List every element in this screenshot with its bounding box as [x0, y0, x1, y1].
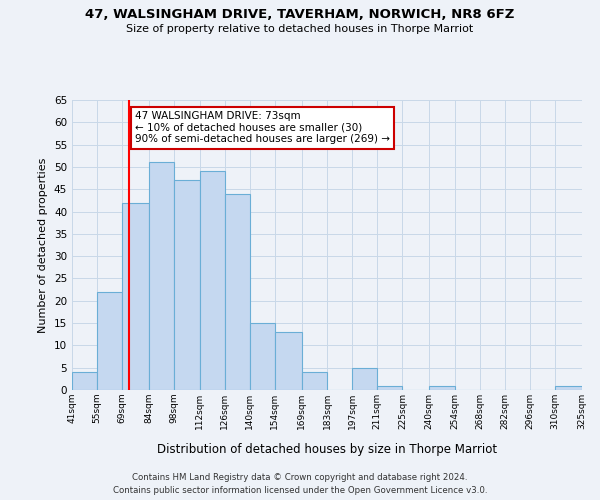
Bar — [302, 372, 327, 390]
Bar — [97, 292, 122, 390]
Bar — [224, 194, 250, 390]
Text: Contains public sector information licensed under the Open Government Licence v3: Contains public sector information licen… — [113, 486, 487, 495]
Bar — [250, 323, 275, 390]
Text: Size of property relative to detached houses in Thorpe Marriot: Size of property relative to detached ho… — [127, 24, 473, 34]
Bar — [377, 386, 403, 390]
Bar — [72, 372, 97, 390]
Bar — [199, 172, 224, 390]
Bar — [175, 180, 199, 390]
Y-axis label: Number of detached properties: Number of detached properties — [38, 158, 49, 332]
Text: 47 WALSINGHAM DRIVE: 73sqm
← 10% of detached houses are smaller (30)
90% of semi: 47 WALSINGHAM DRIVE: 73sqm ← 10% of deta… — [135, 111, 390, 144]
Bar — [275, 332, 302, 390]
Bar — [122, 202, 149, 390]
Bar — [430, 386, 455, 390]
Text: 47, WALSINGHAM DRIVE, TAVERHAM, NORWICH, NR8 6FZ: 47, WALSINGHAM DRIVE, TAVERHAM, NORWICH,… — [85, 8, 515, 20]
Text: Distribution of detached houses by size in Thorpe Marriot: Distribution of detached houses by size … — [157, 442, 497, 456]
Bar — [149, 162, 175, 390]
Text: Contains HM Land Registry data © Crown copyright and database right 2024.: Contains HM Land Registry data © Crown c… — [132, 472, 468, 482]
Bar — [352, 368, 377, 390]
Bar — [555, 386, 582, 390]
